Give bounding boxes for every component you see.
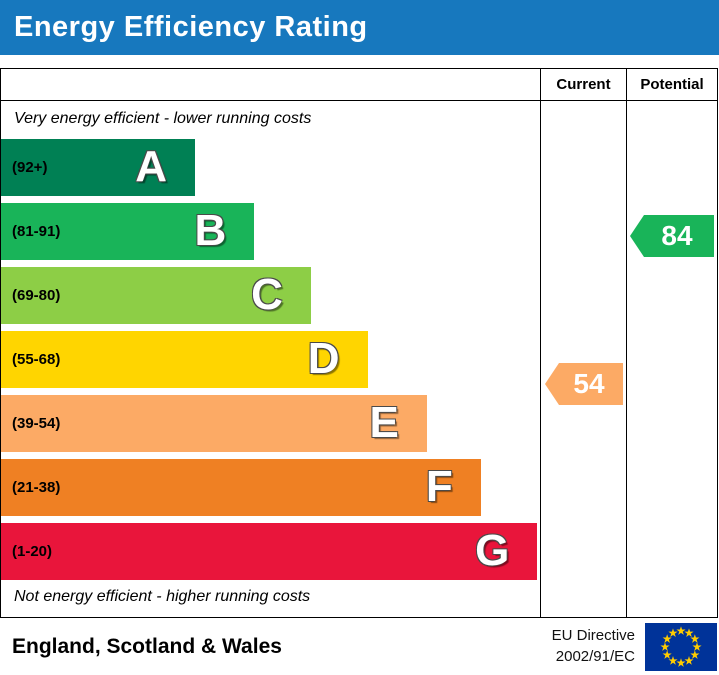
band-d-range: (55-68) — [12, 351, 61, 368]
column-header-current: Current — [541, 69, 627, 101]
band-d-letter: D — [307, 333, 340, 383]
band-c: (69-80) C — [1, 267, 311, 324]
band-b-range: (81-91) — [12, 223, 61, 240]
note-not-efficient: Not energy efficient - higher running co… — [14, 588, 311, 605]
band-g-range: (1-20) — [12, 543, 53, 560]
column-header-potential: Potential — [627, 69, 717, 101]
region-label: England, Scotland & Wales — [12, 634, 282, 658]
band-g: (1-20) G — [1, 523, 538, 580]
chart-footer: England, Scotland & Wales EU Directive 2… — [0, 618, 719, 675]
band-c-letter: C — [251, 269, 283, 319]
eu-directive-line1: EU Directive — [551, 627, 635, 645]
band-f-letter: F — [425, 461, 453, 511]
band-a-letter: A — [135, 141, 168, 191]
potential-rating-pointer: 84 — [630, 215, 714, 257]
band-e-range: (39-54) — [12, 415, 61, 432]
band-b-letter: B — [194, 205, 227, 255]
band-c-range: (69-80) — [12, 287, 61, 304]
band-bars: (92+) A (81-91) B (69-80) C (55-68) D (3… — [1, 139, 540, 580]
band-e: (39-54) E — [1, 395, 427, 452]
eu-directive-label: EU Directive 2002/91/EC — [552, 626, 645, 667]
potential-rating-value: 84 — [661, 220, 693, 251]
page-title: Energy Efficiency Rating — [14, 11, 368, 43]
eu-directive-line2: 2002/91/EC — [555, 647, 635, 665]
band-b: (81-91) B — [1, 203, 255, 260]
current-rating-pointer: 54 — [545, 363, 623, 405]
current-column: 54 — [541, 101, 627, 617]
band-a: (92+) A — [1, 139, 196, 196]
rating-chart: Current Potential Very energy efficient … — [0, 68, 718, 618]
header-spacer — [1, 69, 541, 101]
potential-column: 84 — [627, 101, 717, 617]
bands-area: Very energy efficient - lower running co… — [1, 101, 541, 617]
title-banner: Energy Efficiency Rating — [0, 0, 719, 55]
band-e-letter: E — [369, 397, 399, 447]
band-d: (55-68) D — [1, 331, 368, 388]
band-f-range: (21-38) — [12, 479, 61, 496]
band-a-range: (92+) — [12, 159, 48, 176]
eu-flag-icon — [645, 622, 717, 671]
note-very-efficient: Very energy efficient - lower running co… — [14, 110, 312, 127]
band-f: (21-38) F — [1, 459, 481, 516]
current-rating-value: 54 — [573, 368, 605, 399]
band-g-letter: G — [475, 525, 510, 575]
